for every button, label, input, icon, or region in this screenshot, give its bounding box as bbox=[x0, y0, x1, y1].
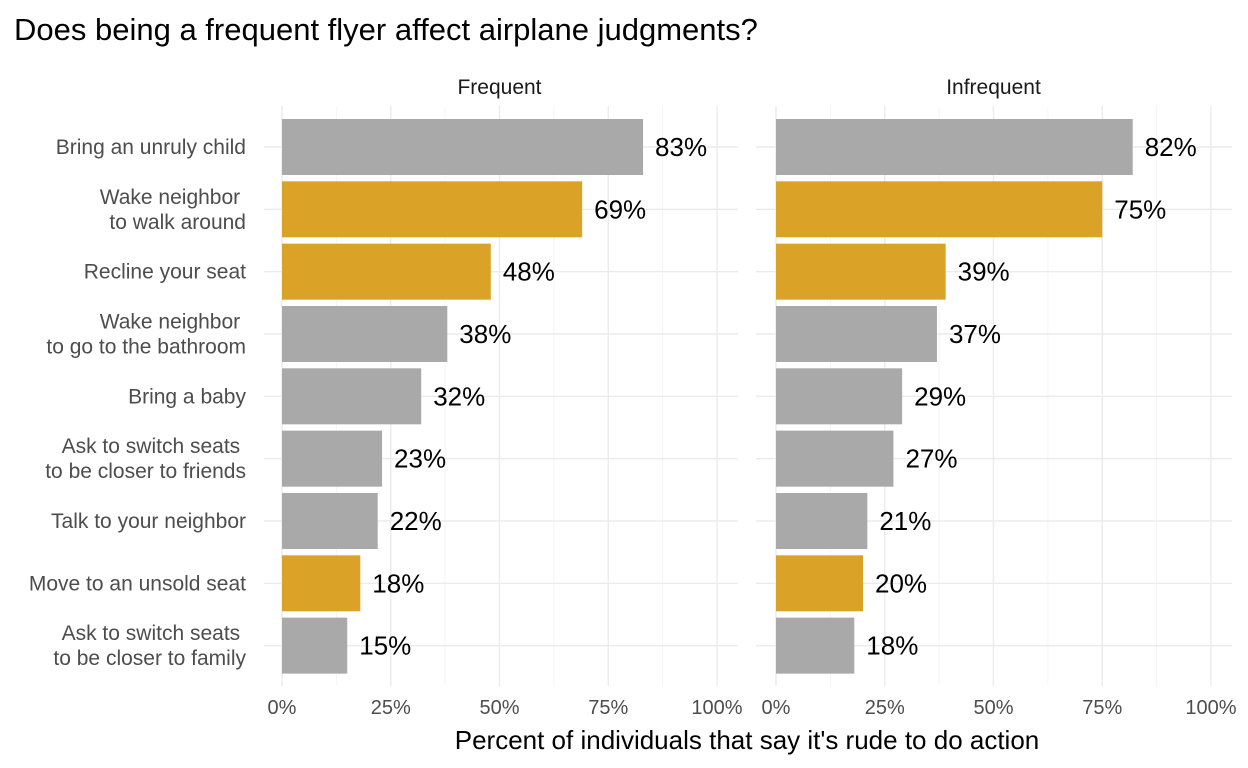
category-label: Ask to switch seats to be closer to fami… bbox=[53, 622, 246, 670]
facet-label: Infrequent bbox=[946, 76, 1041, 99]
value-label: 38% bbox=[459, 319, 511, 349]
category-label: Move to an unsold seat bbox=[29, 572, 246, 595]
category-label-line: Wake neighbor bbox=[100, 310, 246, 333]
value-label: 32% bbox=[433, 381, 485, 411]
value-label: 69% bbox=[594, 194, 646, 224]
bar-highlight bbox=[282, 243, 491, 300]
facet-label: Frequent bbox=[457, 76, 541, 99]
category-label: Ask to switch seats to be closer to frie… bbox=[45, 435, 246, 483]
category-label-line: Bring an unruly child bbox=[56, 136, 246, 159]
value-label: 27% bbox=[905, 444, 957, 474]
bar bbox=[282, 305, 448, 362]
category-label-line: Talk to your neighbor bbox=[51, 510, 246, 533]
category-label-line: to walk around bbox=[109, 211, 246, 234]
chart-title: Does being a frequent flyer affect airpl… bbox=[14, 12, 758, 47]
bar-highlight bbox=[776, 181, 1103, 238]
bar bbox=[282, 492, 378, 549]
x-tick-label: 0% bbox=[762, 697, 791, 719]
x-axis-title: Percent of individuals that say it's rud… bbox=[455, 725, 1040, 755]
x-tick-label: 75% bbox=[588, 697, 628, 719]
value-label: 18% bbox=[372, 568, 424, 598]
bar bbox=[776, 305, 937, 362]
x-tick-label: 100% bbox=[1185, 697, 1236, 719]
category-label: Bring an unruly child bbox=[56, 136, 246, 159]
value-label: 37% bbox=[949, 319, 1001, 349]
category-label-line: to go to the bathroom bbox=[46, 335, 246, 358]
category-label-line: Move to an unsold seat bbox=[29, 572, 246, 595]
category-label: Talk to your neighbor bbox=[51, 510, 246, 533]
bar bbox=[282, 617, 348, 674]
value-label: 83% bbox=[655, 132, 707, 162]
x-tick-label: 100% bbox=[691, 697, 742, 719]
value-label: 15% bbox=[359, 631, 411, 661]
bar bbox=[776, 430, 894, 487]
value-label: 29% bbox=[914, 381, 966, 411]
category-label: Wake neighbor to go to the bathroom bbox=[46, 310, 246, 358]
category-label-line: Ask to switch seats bbox=[62, 622, 246, 645]
label-layer: 0% 25% 50% 75% 100% Frequent 83% 69% 48% 38% 32% 23… bbox=[29, 76, 1237, 719]
x-tick-label: 75% bbox=[1082, 697, 1122, 719]
bar-highlight bbox=[776, 243, 946, 300]
x-tick-label: 25% bbox=[371, 697, 411, 719]
x-tick-label: 0% bbox=[268, 697, 297, 719]
bar bbox=[776, 119, 1133, 175]
bar bbox=[282, 119, 644, 175]
bar-highlight bbox=[282, 555, 361, 612]
category-label: Bring a baby bbox=[128, 385, 246, 408]
value-label: 82% bbox=[1145, 132, 1197, 162]
value-label: 18% bbox=[866, 631, 918, 661]
category-label-line: Bring a baby bbox=[128, 385, 246, 408]
category-label-line: to be closer to friends bbox=[45, 460, 246, 483]
x-tick-label: 50% bbox=[479, 697, 519, 719]
bar-highlight bbox=[776, 555, 863, 612]
bar bbox=[282, 430, 383, 487]
bar-layer bbox=[282, 119, 1133, 674]
bar bbox=[282, 368, 422, 425]
category-label-line: Recline your seat bbox=[84, 261, 246, 284]
category-label: Wake neighbor to walk around bbox=[100, 186, 246, 234]
bar-highlight bbox=[282, 181, 583, 238]
category-label: Recline your seat bbox=[84, 261, 246, 284]
value-label: 21% bbox=[879, 506, 931, 536]
value-label: 75% bbox=[1114, 194, 1166, 224]
value-label: 23% bbox=[394, 444, 446, 474]
value-label: 20% bbox=[875, 568, 927, 598]
category-label-line: to be closer to family bbox=[53, 647, 246, 670]
value-label: 48% bbox=[503, 257, 555, 287]
x-tick-label: 50% bbox=[973, 697, 1013, 719]
bar bbox=[776, 617, 855, 674]
category-label-line: Ask to switch seats bbox=[62, 435, 246, 458]
value-label: 39% bbox=[958, 257, 1010, 287]
value-label: 22% bbox=[390, 506, 442, 536]
category-label-line: Wake neighbor bbox=[100, 186, 246, 209]
bar bbox=[776, 368, 903, 425]
x-tick-label: 25% bbox=[865, 697, 905, 719]
bar bbox=[776, 492, 868, 549]
